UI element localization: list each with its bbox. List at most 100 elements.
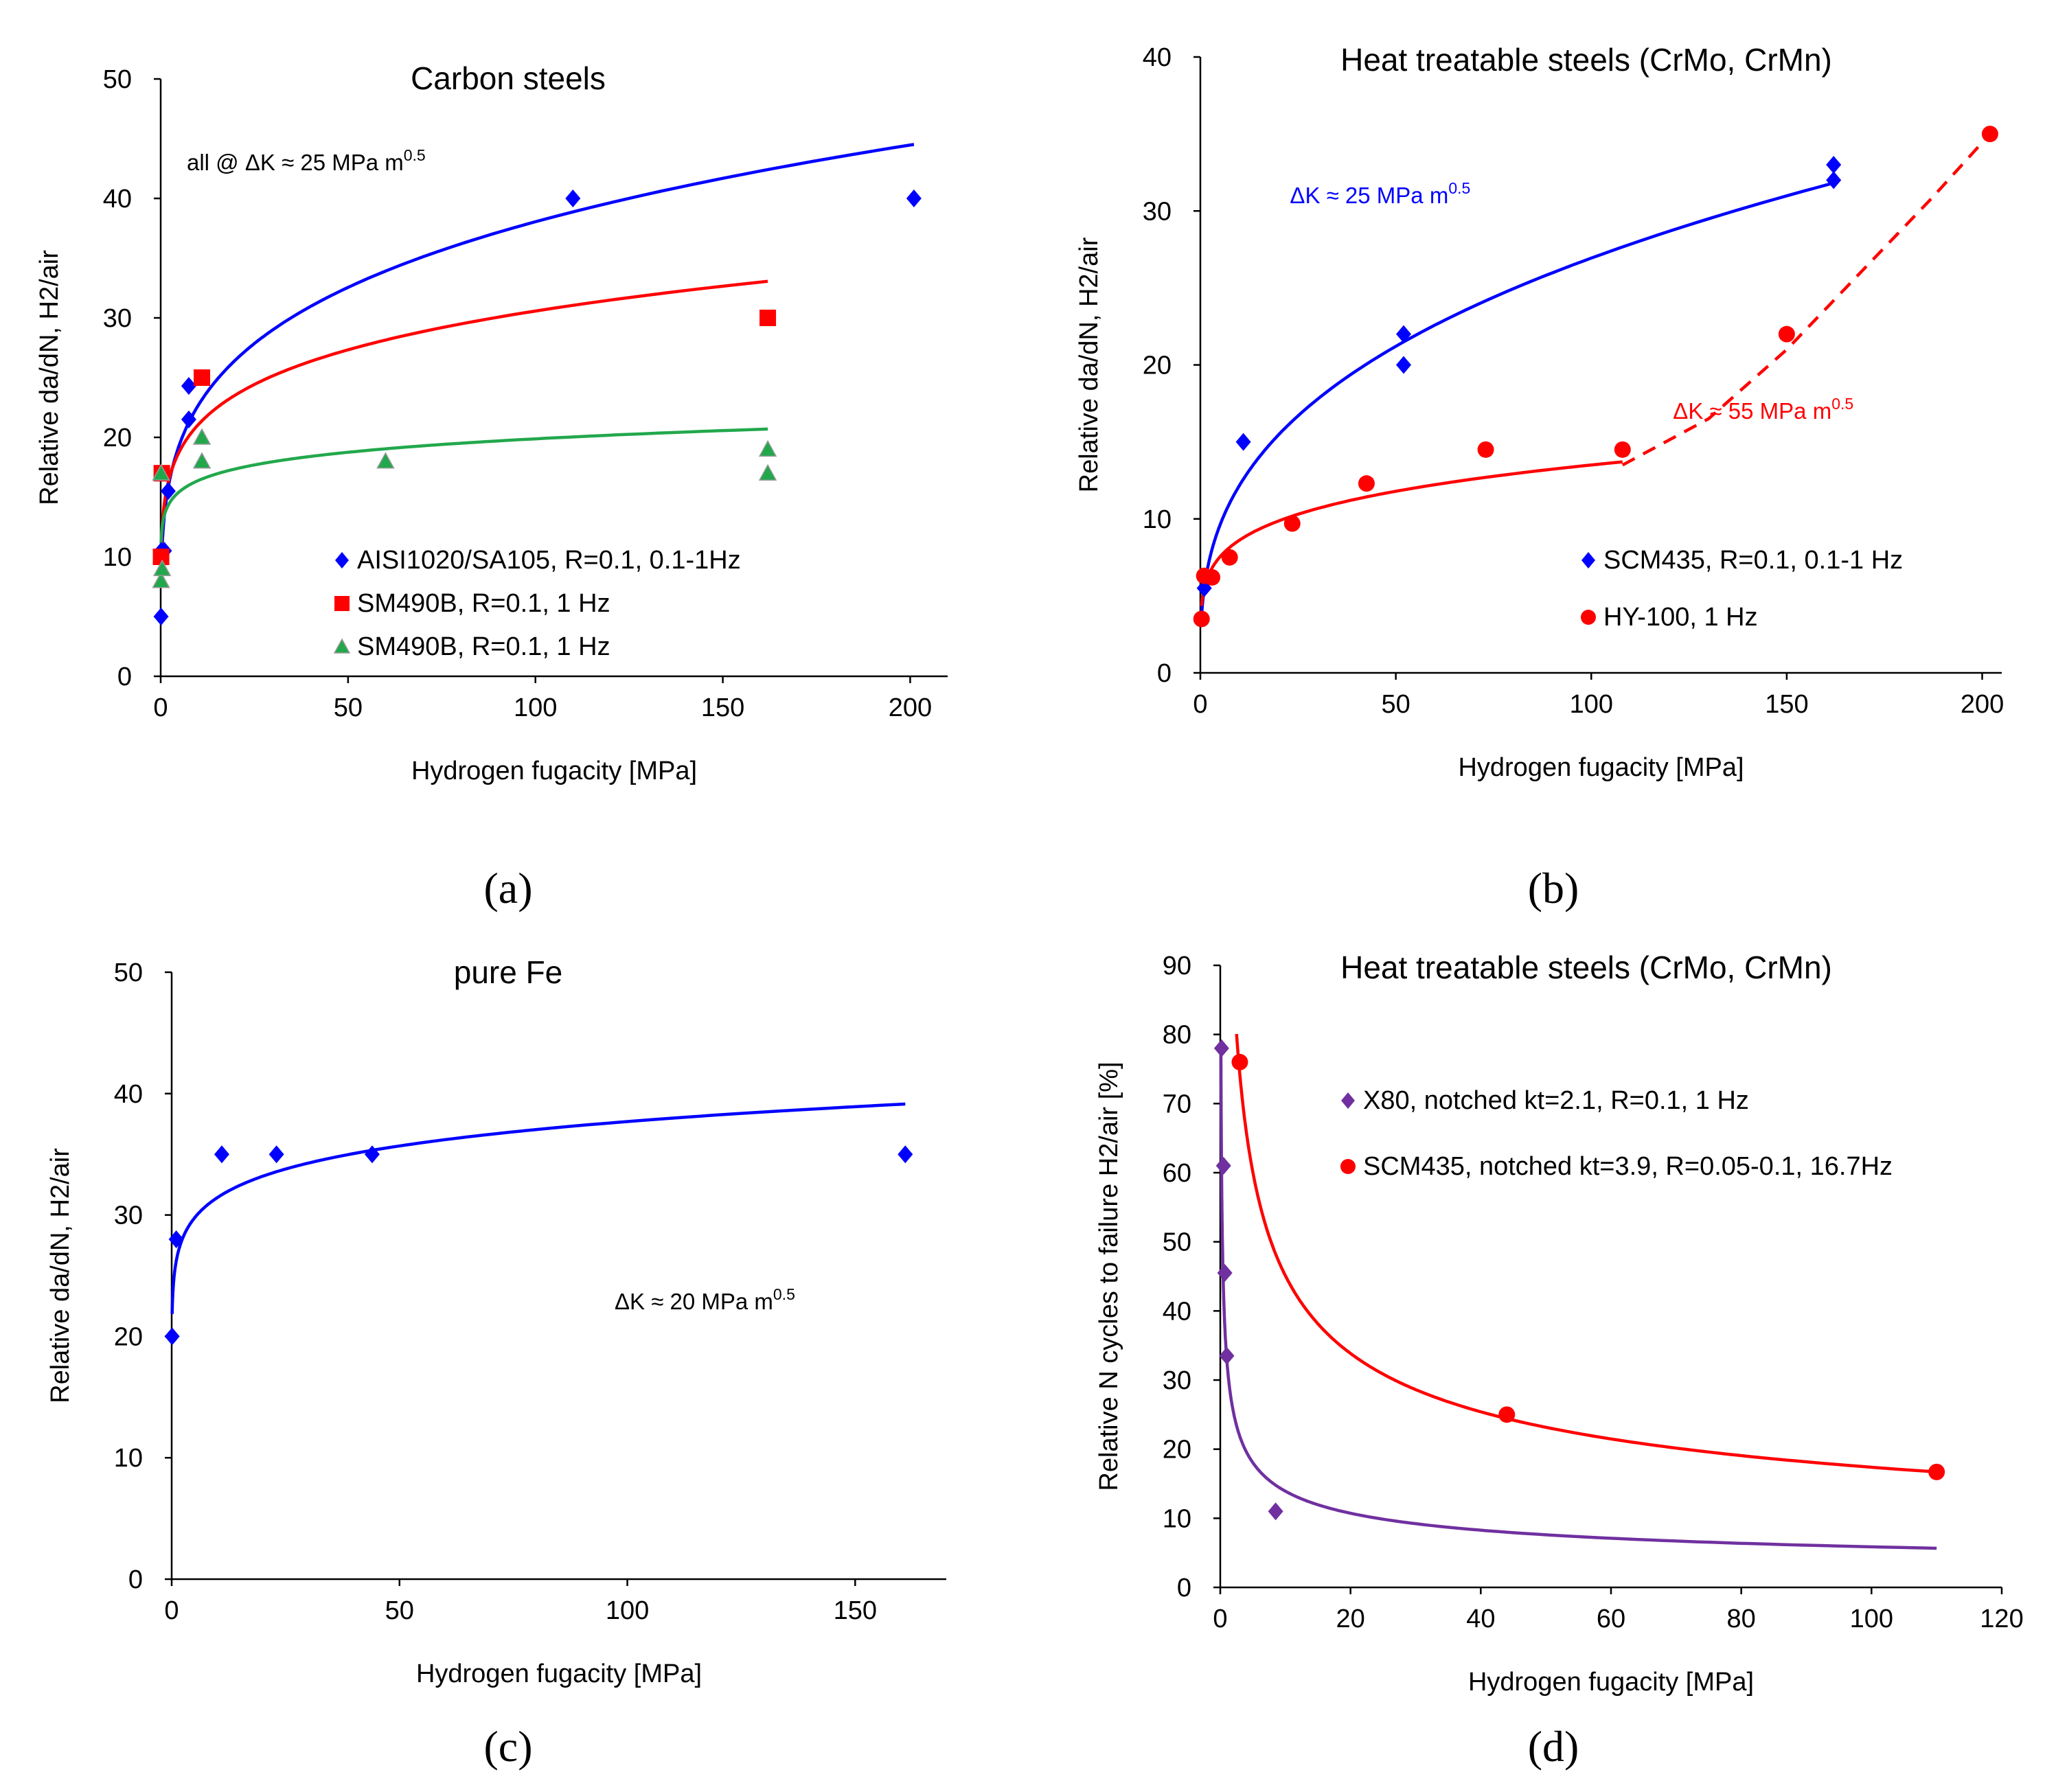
x-tick-label: 200 <box>889 693 932 722</box>
y-tick-label: 50 <box>103 65 132 94</box>
legend-marker <box>1341 1092 1355 1109</box>
y-tick-label: 40 <box>114 1080 143 1109</box>
data-point <box>1219 1346 1235 1365</box>
y-tick-label: 20 <box>114 1322 143 1351</box>
data-point <box>758 439 777 457</box>
x-tick-label: 150 <box>701 693 744 722</box>
data-point <box>269 1145 284 1164</box>
chart-title: Heat treatable steels (CrMo, CrMn) <box>1340 950 1832 985</box>
data-point <box>1231 1053 1248 1070</box>
legend-marker <box>334 596 350 611</box>
panel-label: (a) <box>483 864 532 912</box>
fit-curve <box>1219 1046 1937 1550</box>
x-tick-label: 50 <box>334 693 363 722</box>
panel-label: (b) <box>1528 864 1579 912</box>
x-tick-label: 100 <box>1570 690 1613 719</box>
y-tick-label: 10 <box>1143 505 1172 534</box>
data-point <box>1221 549 1238 566</box>
data-point <box>759 310 777 326</box>
y-axis-label: Relative da/dN, H2/air <box>46 1148 75 1403</box>
legend-label: SCM435, notched kt=3.9, R=0.05-0.1, 16.7… <box>1363 1152 1893 1181</box>
y-tick-label: 20 <box>1163 1436 1191 1464</box>
annotation-sup: 0.5 <box>1448 179 1470 197</box>
y-tick-label: 60 <box>1163 1159 1191 1188</box>
chart-title: Carbon steels <box>411 60 606 96</box>
x-axis-label: Hydrogen fugacity [MPa] <box>1468 1668 1754 1697</box>
data-point <box>1215 1156 1231 1175</box>
data-point <box>1826 155 1842 174</box>
legend-marker <box>1340 1159 1356 1174</box>
x-tick-label: 100 <box>1850 1605 1893 1633</box>
y-axis-label: Relative N cycles to failure H2/air [%] <box>1095 1061 1123 1491</box>
annotation-text: ΔK ≈ 25 MPa m <box>1290 183 1448 208</box>
legend-label: AISI1020/SA105, R=0.1, 0.1-1Hz <box>357 546 741 575</box>
x-tick-label: 50 <box>385 1596 414 1625</box>
y-tick-label: 40 <box>1163 1297 1191 1326</box>
data-point <box>153 608 169 625</box>
chart-a: 0 10 20 30 40 50 0 50 100 150 200 Hydrogen fugacity… <box>35 60 948 912</box>
y-tick-label: 0 <box>117 663 132 691</box>
panel-label: (c) <box>483 1722 532 1771</box>
data-point <box>1477 441 1494 458</box>
data-point <box>1193 610 1210 628</box>
panel-label: (d) <box>1528 1722 1579 1771</box>
legend-label: HY-100, 1 Hz <box>1603 603 1758 632</box>
data-point <box>152 463 170 481</box>
x-tick-label: 150 <box>1765 690 1808 719</box>
x-tick-label: 100 <box>606 1596 649 1625</box>
y-tick-label: 30 <box>1163 1366 1191 1395</box>
data-point <box>376 452 395 469</box>
x-tick-label: 50 <box>1381 690 1410 719</box>
y-tick-label: 20 <box>1143 352 1172 380</box>
legend-marker <box>333 638 351 654</box>
x-tick-label: 150 <box>834 1596 877 1625</box>
y-tick-label: 90 <box>1163 952 1191 980</box>
data-point <box>160 482 176 501</box>
annotation-text: ΔK ≈ 20 MPa m <box>615 1289 773 1314</box>
data-point <box>1396 325 1412 343</box>
data-point <box>1928 1463 1945 1480</box>
fit-curve <box>159 427 768 544</box>
x-axis-label: Hydrogen fugacity [MPa] <box>1458 753 1744 782</box>
legend-label: X80, notched kt=2.1, R=0.1, 1 Hz <box>1363 1086 1749 1115</box>
data-point <box>1213 1039 1229 1057</box>
data-point <box>1778 325 1795 343</box>
x-tick-label: 80 <box>1727 1605 1756 1633</box>
legend-label: SM490B, R=0.1, 1 Hz <box>357 632 610 661</box>
x-tick-label: 60 <box>1597 1605 1625 1633</box>
x-tick-label: 0 <box>153 693 168 722</box>
annotation-sup: 0.5 <box>773 1285 795 1303</box>
y-tick-label: 0 <box>1157 659 1172 688</box>
y-tick-label: 30 <box>114 1202 143 1230</box>
chart-title: pure Fe <box>454 954 563 990</box>
y-tick-label: 10 <box>103 543 132 572</box>
y-tick-label: 50 <box>1163 1228 1191 1257</box>
legend-label: SCM435, R=0.1, 0.1-1 Hz <box>1603 546 1903 575</box>
legend-marker <box>1581 610 1596 625</box>
data-point <box>1204 568 1221 586</box>
y-tick-label: 50 <box>114 958 143 987</box>
data-point <box>1217 1263 1233 1282</box>
y-tick-label: 10 <box>114 1444 143 1473</box>
x-axis-label: Hydrogen fugacity [MPa] <box>416 1659 702 1688</box>
data-point <box>152 559 172 577</box>
y-tick-label: 20 <box>103 424 132 452</box>
legend-marker <box>335 552 349 568</box>
x-tick-label: 0 <box>164 1596 179 1625</box>
data-point <box>1235 433 1251 451</box>
data-point <box>1358 475 1375 492</box>
data-point <box>152 571 170 588</box>
annotation-text: all @ ΔK ≈ 25 MPa m <box>187 150 404 175</box>
legend-label: SM490B, R=0.1, 1 Hz <box>357 589 610 618</box>
x-tick-label: 40 <box>1466 1605 1495 1633</box>
y-tick-label: 30 <box>103 304 132 333</box>
data-point <box>1396 356 1412 374</box>
annotation-text: ΔK ≈ 55 MPa m <box>1673 398 1831 424</box>
data-point <box>906 189 922 207</box>
chart-title: Heat treatable steels (CrMo, CrMn) <box>1340 42 1832 78</box>
annotation: ΔK ≈ 25 MPa m0.5 <box>1290 179 1470 208</box>
data-point <box>1614 441 1631 458</box>
data-point <box>164 1327 180 1346</box>
